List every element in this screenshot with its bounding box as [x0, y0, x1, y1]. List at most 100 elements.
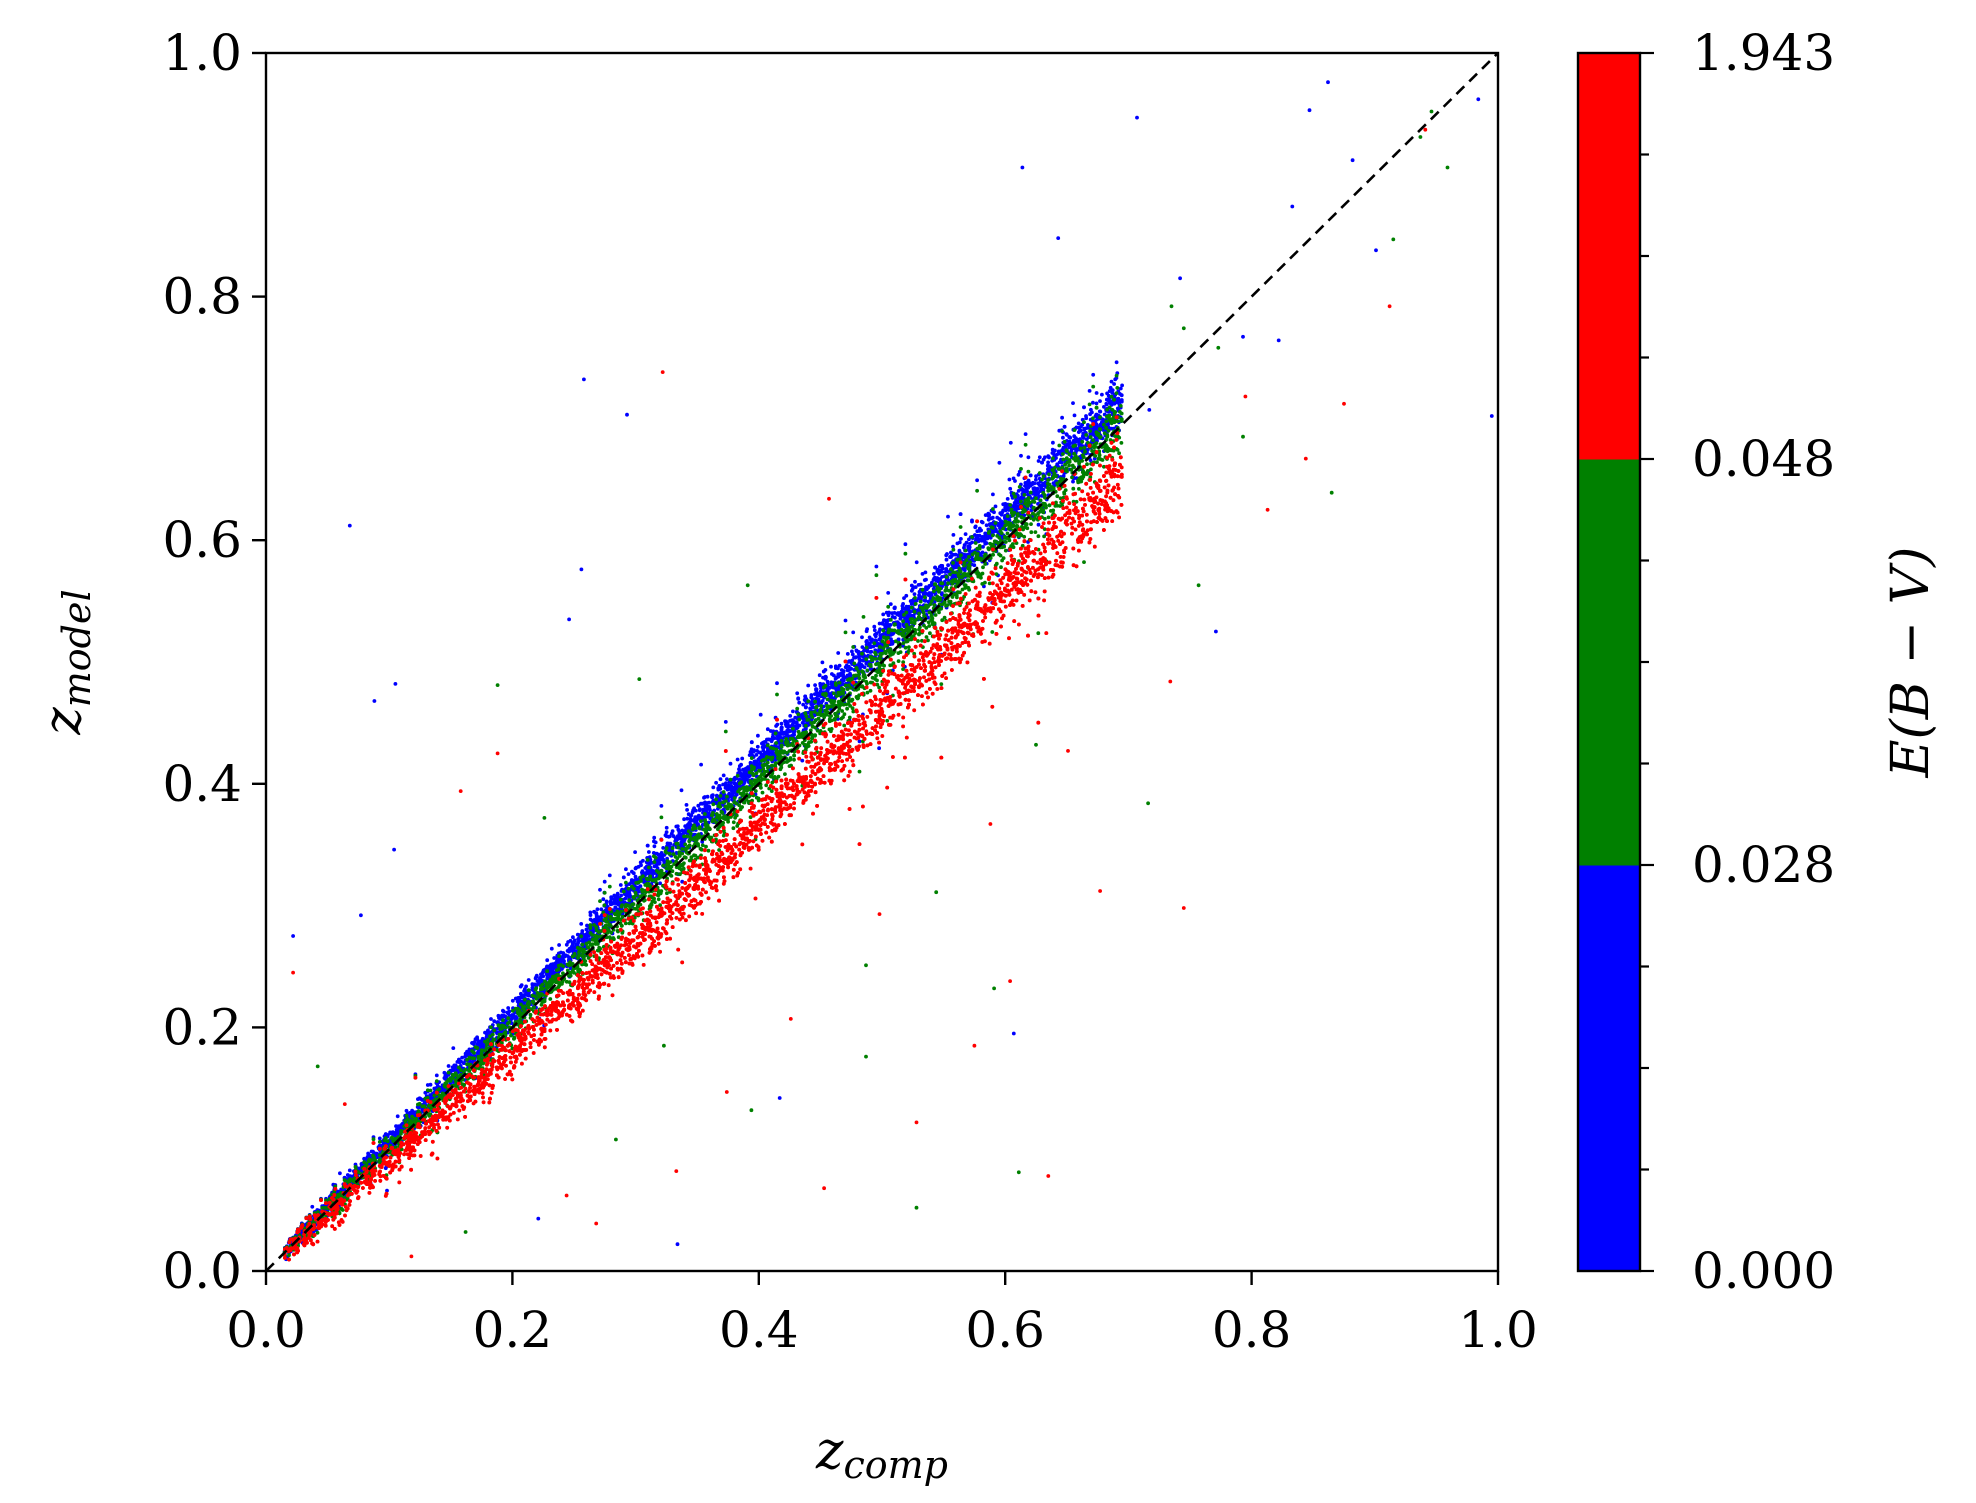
scatter-point [1037, 455, 1042, 460]
scatter-point [410, 1108, 414, 1113]
scatter-point [1035, 486, 1040, 491]
scatter-point [383, 1166, 388, 1171]
scatter-point [897, 623, 902, 628]
scatter-point [598, 887, 602, 892]
scatter-point [647, 865, 651, 870]
scatter-point [393, 682, 398, 686]
scatter-point [523, 987, 527, 991]
scatter-point [457, 1057, 461, 1062]
scatter-point [570, 947, 575, 952]
scatter-point [779, 725, 784, 730]
scatter-point [652, 860, 657, 864]
scatter-point [801, 702, 806, 707]
scatter-point [973, 524, 978, 529]
scatter-point [774, 724, 778, 728]
scatter-point [890, 641, 895, 646]
scatter-point [514, 1016, 519, 1020]
scatter-point [737, 764, 742, 768]
scatter-point [714, 780, 718, 785]
scatter-point [475, 1042, 480, 1047]
scatter-point [377, 1140, 382, 1144]
scatter-point [932, 603, 937, 607]
scatter-point [596, 915, 601, 920]
scatter-point [725, 794, 729, 799]
scatter-point [888, 623, 893, 627]
scatter-point [1105, 391, 1109, 396]
scatter-point [652, 835, 657, 840]
scatter-point [1071, 479, 1075, 484]
scatter-point [944, 557, 949, 562]
scatter-point [729, 788, 734, 793]
scatter-point [372, 699, 377, 703]
scatter-point [1072, 413, 1077, 418]
scatter-point [1100, 392, 1104, 397]
scatter-point [685, 808, 689, 812]
scatter-point [717, 784, 722, 788]
scatter-point [777, 1096, 782, 1100]
scatter-point [475, 1037, 480, 1042]
scatter-point [549, 946, 554, 951]
scatter-point [913, 585, 918, 589]
scatter-point [946, 563, 950, 568]
scatter-point [864, 639, 869, 644]
scatter-point [1078, 428, 1083, 433]
scatter-point [338, 1171, 342, 1176]
scatter-point [537, 979, 542, 984]
scatter-point [994, 572, 999, 576]
scatter-point [432, 1086, 437, 1091]
scatter-point [723, 786, 728, 790]
scatter-point [613, 901, 617, 905]
scatter-point [1019, 499, 1023, 504]
scatter-point [890, 615, 895, 619]
scatter-point [869, 649, 874, 654]
scatter-point [860, 635, 864, 640]
scatter-point [1047, 455, 1051, 460]
scatter-point [1008, 440, 1013, 445]
scatter-point [1036, 459, 1041, 463]
scatter-point [1047, 464, 1052, 468]
scatter-point [760, 745, 765, 750]
scatter-point [1082, 445, 1087, 450]
scatter-point [502, 1014, 506, 1018]
scatter-point [621, 875, 626, 880]
scatter-point [1102, 431, 1107, 436]
scatter-point [872, 628, 877, 633]
scatter-point [711, 817, 716, 822]
scatter-point [1040, 460, 1044, 465]
scatter-point [684, 803, 689, 807]
scatter-point [781, 732, 786, 736]
scatter-point [643, 866, 648, 870]
scatter-point [688, 814, 693, 818]
scatter-point [892, 611, 897, 615]
scatter-point [1032, 500, 1037, 504]
scatter-point [958, 512, 963, 516]
scatter-point [1119, 399, 1124, 404]
scatter-point [803, 705, 808, 710]
scatter-point [580, 942, 585, 947]
scatter-point [850, 649, 854, 654]
scatter-point [797, 723, 802, 728]
scatter-point [975, 478, 979, 483]
scatter-point [652, 844, 657, 849]
scatter-point [1109, 394, 1114, 399]
scatter-point [1089, 407, 1093, 412]
scatter-point [934, 578, 939, 583]
scatter-point [1071, 401, 1075, 405]
scatter-point [1028, 473, 1033, 478]
scatter-point [1326, 80, 1330, 85]
scatter-point [749, 740, 754, 745]
scatter-point [932, 572, 936, 576]
scatter-point [864, 657, 869, 662]
scatter-point [534, 975, 539, 979]
scatter-point [922, 578, 927, 582]
scatter-point [470, 1041, 474, 1045]
scatter-point [860, 645, 865, 649]
scatter-point [377, 1136, 382, 1141]
scatter-point [1087, 389, 1092, 393]
scatter-point [395, 1114, 400, 1119]
scatter-point [834, 666, 838, 670]
scatter-point [680, 828, 685, 833]
scatter-point [933, 565, 938, 570]
scatter-point [813, 699, 817, 704]
scatter-point [594, 919, 599, 923]
